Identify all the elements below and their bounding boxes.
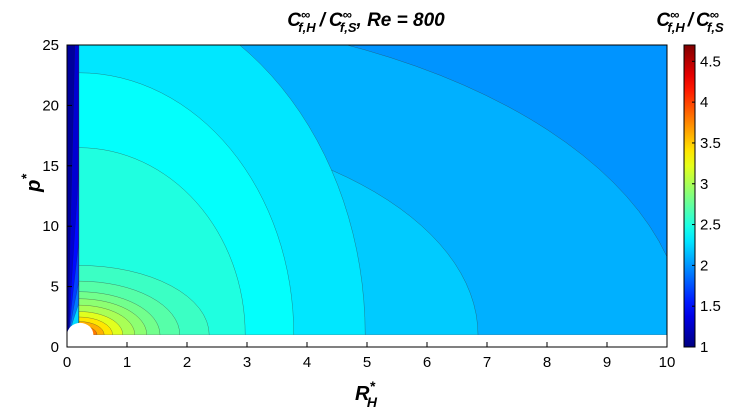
x-tick-label: 1 <box>123 354 131 371</box>
x-tick-label: 4 <box>303 354 311 371</box>
x-tick-label: 3 <box>243 354 251 371</box>
y-tick-label: 0 <box>51 339 59 356</box>
y-tick-label: 15 <box>42 158 59 175</box>
no-data-region <box>67 322 94 347</box>
x-axis: 0 1 2 3 4 5 6 7 8 9 10 <box>63 342 676 371</box>
x-tick-label: 10 <box>659 354 676 371</box>
x-tick-label: 0 <box>63 354 71 371</box>
colorbar-tick-label: 4.5 <box>700 53 721 70</box>
colorbar-tick-label: 3 <box>700 176 708 193</box>
colorbar <box>683 44 696 348</box>
colorbar-tick-label: 2.5 <box>700 217 721 234</box>
x-tick-label: 9 <box>603 354 611 371</box>
colorbar-ticks: 1 1.5 2 2.5 3 3.5 4 4.5 <box>692 53 721 356</box>
y-tick-label: 20 <box>42 97 59 114</box>
x-tick-label: 5 <box>363 354 371 371</box>
y-tick-label: 25 <box>42 37 59 54</box>
colorbar-tick-label: 1.5 <box>700 298 721 315</box>
y-axis: 0 5 10 15 20 25 <box>42 37 72 356</box>
x-tick-label: 6 <box>423 354 431 371</box>
x-tick-label: 8 <box>543 354 551 371</box>
contour-band-left <box>67 45 76 336</box>
y-tick-label: 5 <box>51 279 59 296</box>
x-axis-label: R* H <box>355 378 378 410</box>
x-tick-label: 7 <box>483 354 491 371</box>
colorbar-label: C∞ f,H / C∞ f,S <box>656 7 724 35</box>
x-tick-label: 2 <box>183 354 191 371</box>
colorbar-tick-label: 2 <box>700 257 708 274</box>
chart-title: C∞ f,H / C∞ f,S, Re = 800 <box>287 7 445 35</box>
y-tick-label: 10 <box>42 218 59 235</box>
colorbar-tick-label: 1 <box>700 339 708 356</box>
contour-plot <box>67 45 667 347</box>
no-data-strip <box>67 334 667 347</box>
y-axis-label: p* <box>18 174 45 193</box>
colorbar-tick-label: 4 <box>700 94 708 111</box>
colorbar-tick-label: 3.5 <box>700 135 721 152</box>
